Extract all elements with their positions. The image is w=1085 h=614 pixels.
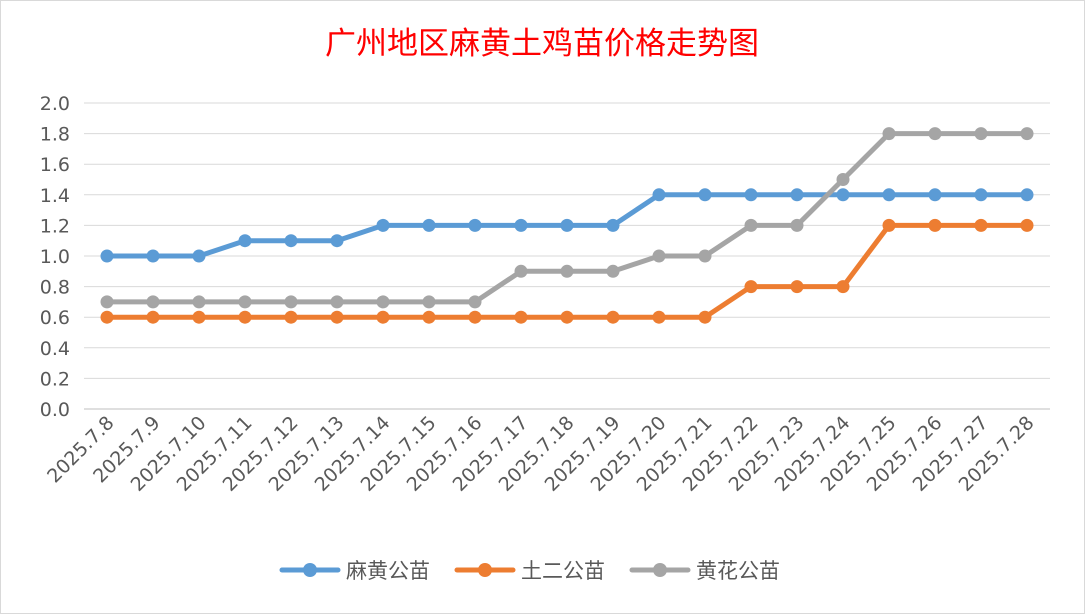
y-tick-label: 1.8 [40, 124, 70, 146]
data-point [882, 188, 896, 202]
data-point [974, 127, 988, 141]
data-point [514, 310, 528, 324]
data-point [790, 218, 804, 232]
data-point [836, 188, 850, 202]
data-point [560, 218, 574, 232]
data-point [882, 218, 896, 232]
y-tick-label: 0.8 [40, 277, 70, 299]
data-point [698, 188, 712, 202]
data-point [744, 280, 758, 294]
data-point [238, 234, 252, 248]
data-point [468, 310, 482, 324]
data-point [238, 310, 252, 324]
data-point [836, 173, 850, 186]
y-tick-label: 2.0 [40, 93, 70, 115]
data-point [560, 264, 574, 278]
series-layer [100, 127, 1034, 324]
data-point [146, 249, 160, 263]
y-tick-label: 0.4 [40, 338, 70, 360]
data-point [422, 310, 436, 324]
series-3 [100, 127, 1034, 309]
data-point [1020, 188, 1034, 202]
series-2 [100, 218, 1034, 324]
data-point [744, 188, 758, 202]
data-point [146, 310, 160, 324]
data-point [652, 249, 666, 263]
data-point [422, 295, 436, 309]
data-point [284, 234, 298, 248]
data-point [606, 264, 620, 278]
legend-label: 黄花公苗 [696, 559, 780, 583]
data-point [238, 295, 252, 309]
data-point [284, 310, 298, 324]
data-point [560, 310, 574, 324]
legend-item: 土二公苗 [454, 559, 605, 583]
y-tick-label: 0.0 [40, 399, 70, 421]
legend-item: 麻黄公苗 [279, 559, 430, 583]
y-tick-label: 0.6 [40, 307, 70, 329]
data-point [376, 218, 390, 232]
x-axis-ticks: 2025.7.82025.7.92025.7.102025.7.112025.7… [43, 412, 1038, 496]
data-point [192, 310, 206, 324]
data-point [790, 280, 804, 294]
data-point [928, 127, 942, 141]
data-point [928, 188, 942, 202]
series-1 [100, 188, 1034, 263]
data-point [376, 310, 390, 324]
y-tick-label: 1.4 [40, 185, 70, 207]
legend: 麻黄公苗 土二公苗 黄花公苗 [279, 559, 780, 583]
data-point [698, 249, 712, 263]
data-point [974, 188, 988, 202]
data-point [514, 218, 528, 232]
data-point [330, 310, 344, 324]
data-point [100, 249, 114, 263]
data-point [192, 295, 206, 309]
grid-lines [84, 102, 1050, 410]
data-point [330, 295, 344, 309]
chart-title: 广州地区麻黄土鸡苗价格走势图 [325, 26, 759, 62]
y-tick-label: 1.6 [40, 154, 70, 176]
data-point [468, 218, 482, 232]
data-point [284, 295, 298, 309]
legend-swatch-marker [653, 563, 667, 577]
legend-label: 麻黄公苗 [346, 559, 430, 583]
legend-label: 土二公苗 [521, 559, 605, 583]
y-tick-label: 1.0 [40, 246, 70, 268]
data-point [146, 295, 160, 309]
data-point [376, 295, 390, 309]
data-point [100, 295, 114, 309]
data-point [330, 234, 344, 248]
data-point [974, 218, 988, 232]
data-point [882, 127, 896, 141]
data-point [652, 188, 666, 202]
legend-item: 黄花公苗 [629, 559, 780, 583]
data-point [422, 218, 436, 232]
data-point [652, 310, 666, 324]
data-point [192, 249, 206, 263]
data-point [928, 218, 942, 232]
data-point [468, 295, 482, 309]
data-point [606, 310, 620, 324]
data-point [100, 310, 114, 324]
legend-swatch-marker [478, 563, 492, 577]
legend-swatch-marker [303, 563, 317, 577]
y-tick-label: 1.2 [40, 215, 70, 237]
data-point [744, 218, 758, 232]
data-point [514, 264, 528, 278]
data-point [836, 280, 850, 294]
data-point [1020, 218, 1034, 232]
data-point [606, 218, 620, 232]
y-axis-ticks: 0.0 0.2 0.4 0.6 0.8 1.0 1.2 1.4 1.6 1.8 2.0 [40, 93, 70, 421]
data-point [790, 188, 804, 202]
y-tick-label: 0.2 [40, 368, 70, 390]
data-point [698, 310, 712, 324]
data-point [1020, 127, 1034, 141]
